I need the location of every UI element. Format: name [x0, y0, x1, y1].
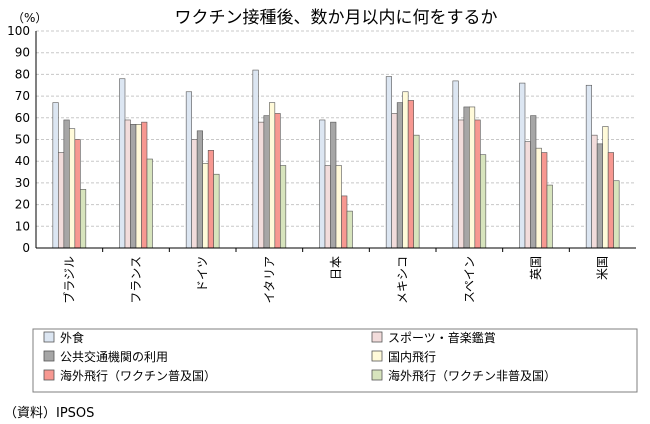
bar-9-1 — [585, 84, 592, 249]
bar-7-6 — [480, 154, 487, 249]
bar-5-2 — [324, 165, 331, 249]
category-label: 英国 — [529, 256, 543, 280]
y-tick-label: 100 — [7, 24, 30, 38]
y-tick-label: 60 — [15, 111, 30, 125]
legend-swatch — [43, 350, 55, 362]
bar-8-2 — [524, 141, 531, 249]
bar-1-6 — [80, 189, 87, 249]
legend-swatch — [371, 331, 383, 343]
chart-title: ワクチン接種後、数か月以内に何をするか — [175, 8, 498, 28]
y-tick-label: 30 — [15, 176, 30, 190]
legend-box — [32, 328, 638, 393]
source-note: （資料）IPSOS — [4, 406, 95, 421]
bar-7-4 — [469, 106, 476, 249]
category-label: スペイン — [462, 256, 476, 303]
bar-5-4 — [335, 165, 342, 249]
legend-label: スポーツ・音楽鑑賞 — [388, 330, 496, 345]
category-label: フランス — [129, 256, 143, 304]
bar-4-2 — [258, 121, 265, 249]
bar-6-2 — [391, 113, 398, 249]
bar-4-4 — [269, 102, 276, 249]
y-tick-label: 50 — [15, 133, 30, 147]
y-tick-label: 90 — [15, 46, 30, 60]
bar-6-1 — [385, 76, 392, 249]
category-label: 日本 — [329, 256, 343, 280]
bar-1-4 — [69, 128, 76, 249]
bar-2-1 — [119, 78, 126, 249]
bar-1-3 — [63, 119, 70, 249]
bar-9-2 — [591, 134, 598, 249]
bar-8-3 — [530, 115, 537, 249]
legend-label: 海外飛行（ワクチン普及国） — [60, 368, 216, 383]
bar-4-1 — [252, 69, 259, 249]
y-tick-label: 10 — [15, 219, 30, 233]
bar-3-5 — [207, 150, 214, 249]
bar-8-5 — [541, 152, 548, 249]
bar-6-3 — [396, 102, 403, 249]
legend-swatch — [371, 369, 383, 381]
bar-2-4 — [135, 124, 142, 249]
y-axis-ticks: 0 10 20 30 40 50 60 70 80 90 100 — [7, 24, 30, 255]
category-label: 米国 — [596, 256, 610, 280]
bar-5-1 — [319, 119, 326, 249]
bar-4-6 — [280, 165, 287, 249]
bar-8-6 — [546, 184, 553, 249]
category-label: ブラジル — [61, 256, 76, 304]
legend-label: 海外飛行（ワクチン非普及国） — [388, 368, 556, 383]
bar-9-6 — [613, 180, 620, 249]
legend-label: 外食 — [60, 330, 84, 345]
y-tick-label: 70 — [15, 89, 30, 103]
bar-7-5 — [474, 119, 481, 249]
bar-5-3 — [330, 121, 337, 249]
bar-3-3 — [196, 130, 203, 249]
y-tick-label: 80 — [15, 67, 30, 81]
bar-9-3 — [596, 143, 603, 249]
category-label: ドイツ — [196, 256, 210, 292]
category-label: メキシコ — [396, 256, 410, 304]
y-tick-label: 0 — [22, 241, 30, 255]
bar-1-1 — [52, 102, 59, 249]
bar-2-3 — [130, 124, 137, 249]
bar-7-2 — [458, 119, 465, 249]
bar-9-4 — [602, 126, 609, 249]
bar-8-4 — [535, 147, 542, 249]
bar-4-3 — [263, 115, 270, 249]
bar-3-1 — [185, 91, 192, 249]
bar-6-4 — [402, 91, 409, 249]
bar-7-1 — [452, 80, 459, 249]
bar-2-2 — [124, 119, 131, 249]
bar-3-2 — [191, 139, 198, 249]
y-tick-label: 40 — [15, 154, 30, 168]
bar-3-4 — [202, 163, 209, 249]
bars — [52, 69, 620, 249]
bar-7-3 — [463, 106, 470, 249]
bar-6-6 — [413, 134, 420, 249]
category-label: イタリア — [262, 256, 276, 304]
y-tick-label: 20 — [15, 198, 30, 212]
legend-label: 国内飛行 — [388, 350, 436, 364]
bar-2-5 — [141, 121, 148, 249]
y-axis-unit: （%） — [12, 11, 47, 25]
bar-1-5 — [74, 139, 81, 249]
bar-5-6 — [346, 210, 353, 249]
bar-5-5 — [341, 195, 348, 249]
bar-4-5 — [274, 113, 281, 249]
legend-label: 公共交通機関の利用 — [60, 349, 168, 364]
axes — [35, 31, 636, 252]
bar-1-2 — [58, 152, 65, 249]
bar-6-5 — [407, 100, 414, 249]
bar-8-1 — [519, 82, 526, 249]
legend-swatch — [371, 350, 383, 362]
legend-swatch — [43, 369, 55, 381]
category-labels: ブラジル フランス ドイツ イタリア 日本 メキシコ スペイン 英国 米国 — [61, 256, 609, 304]
bar-9-5 — [607, 152, 614, 249]
bar-3-6 — [213, 173, 220, 249]
bar-2-6 — [146, 158, 153, 249]
legend-swatch — [43, 331, 55, 343]
